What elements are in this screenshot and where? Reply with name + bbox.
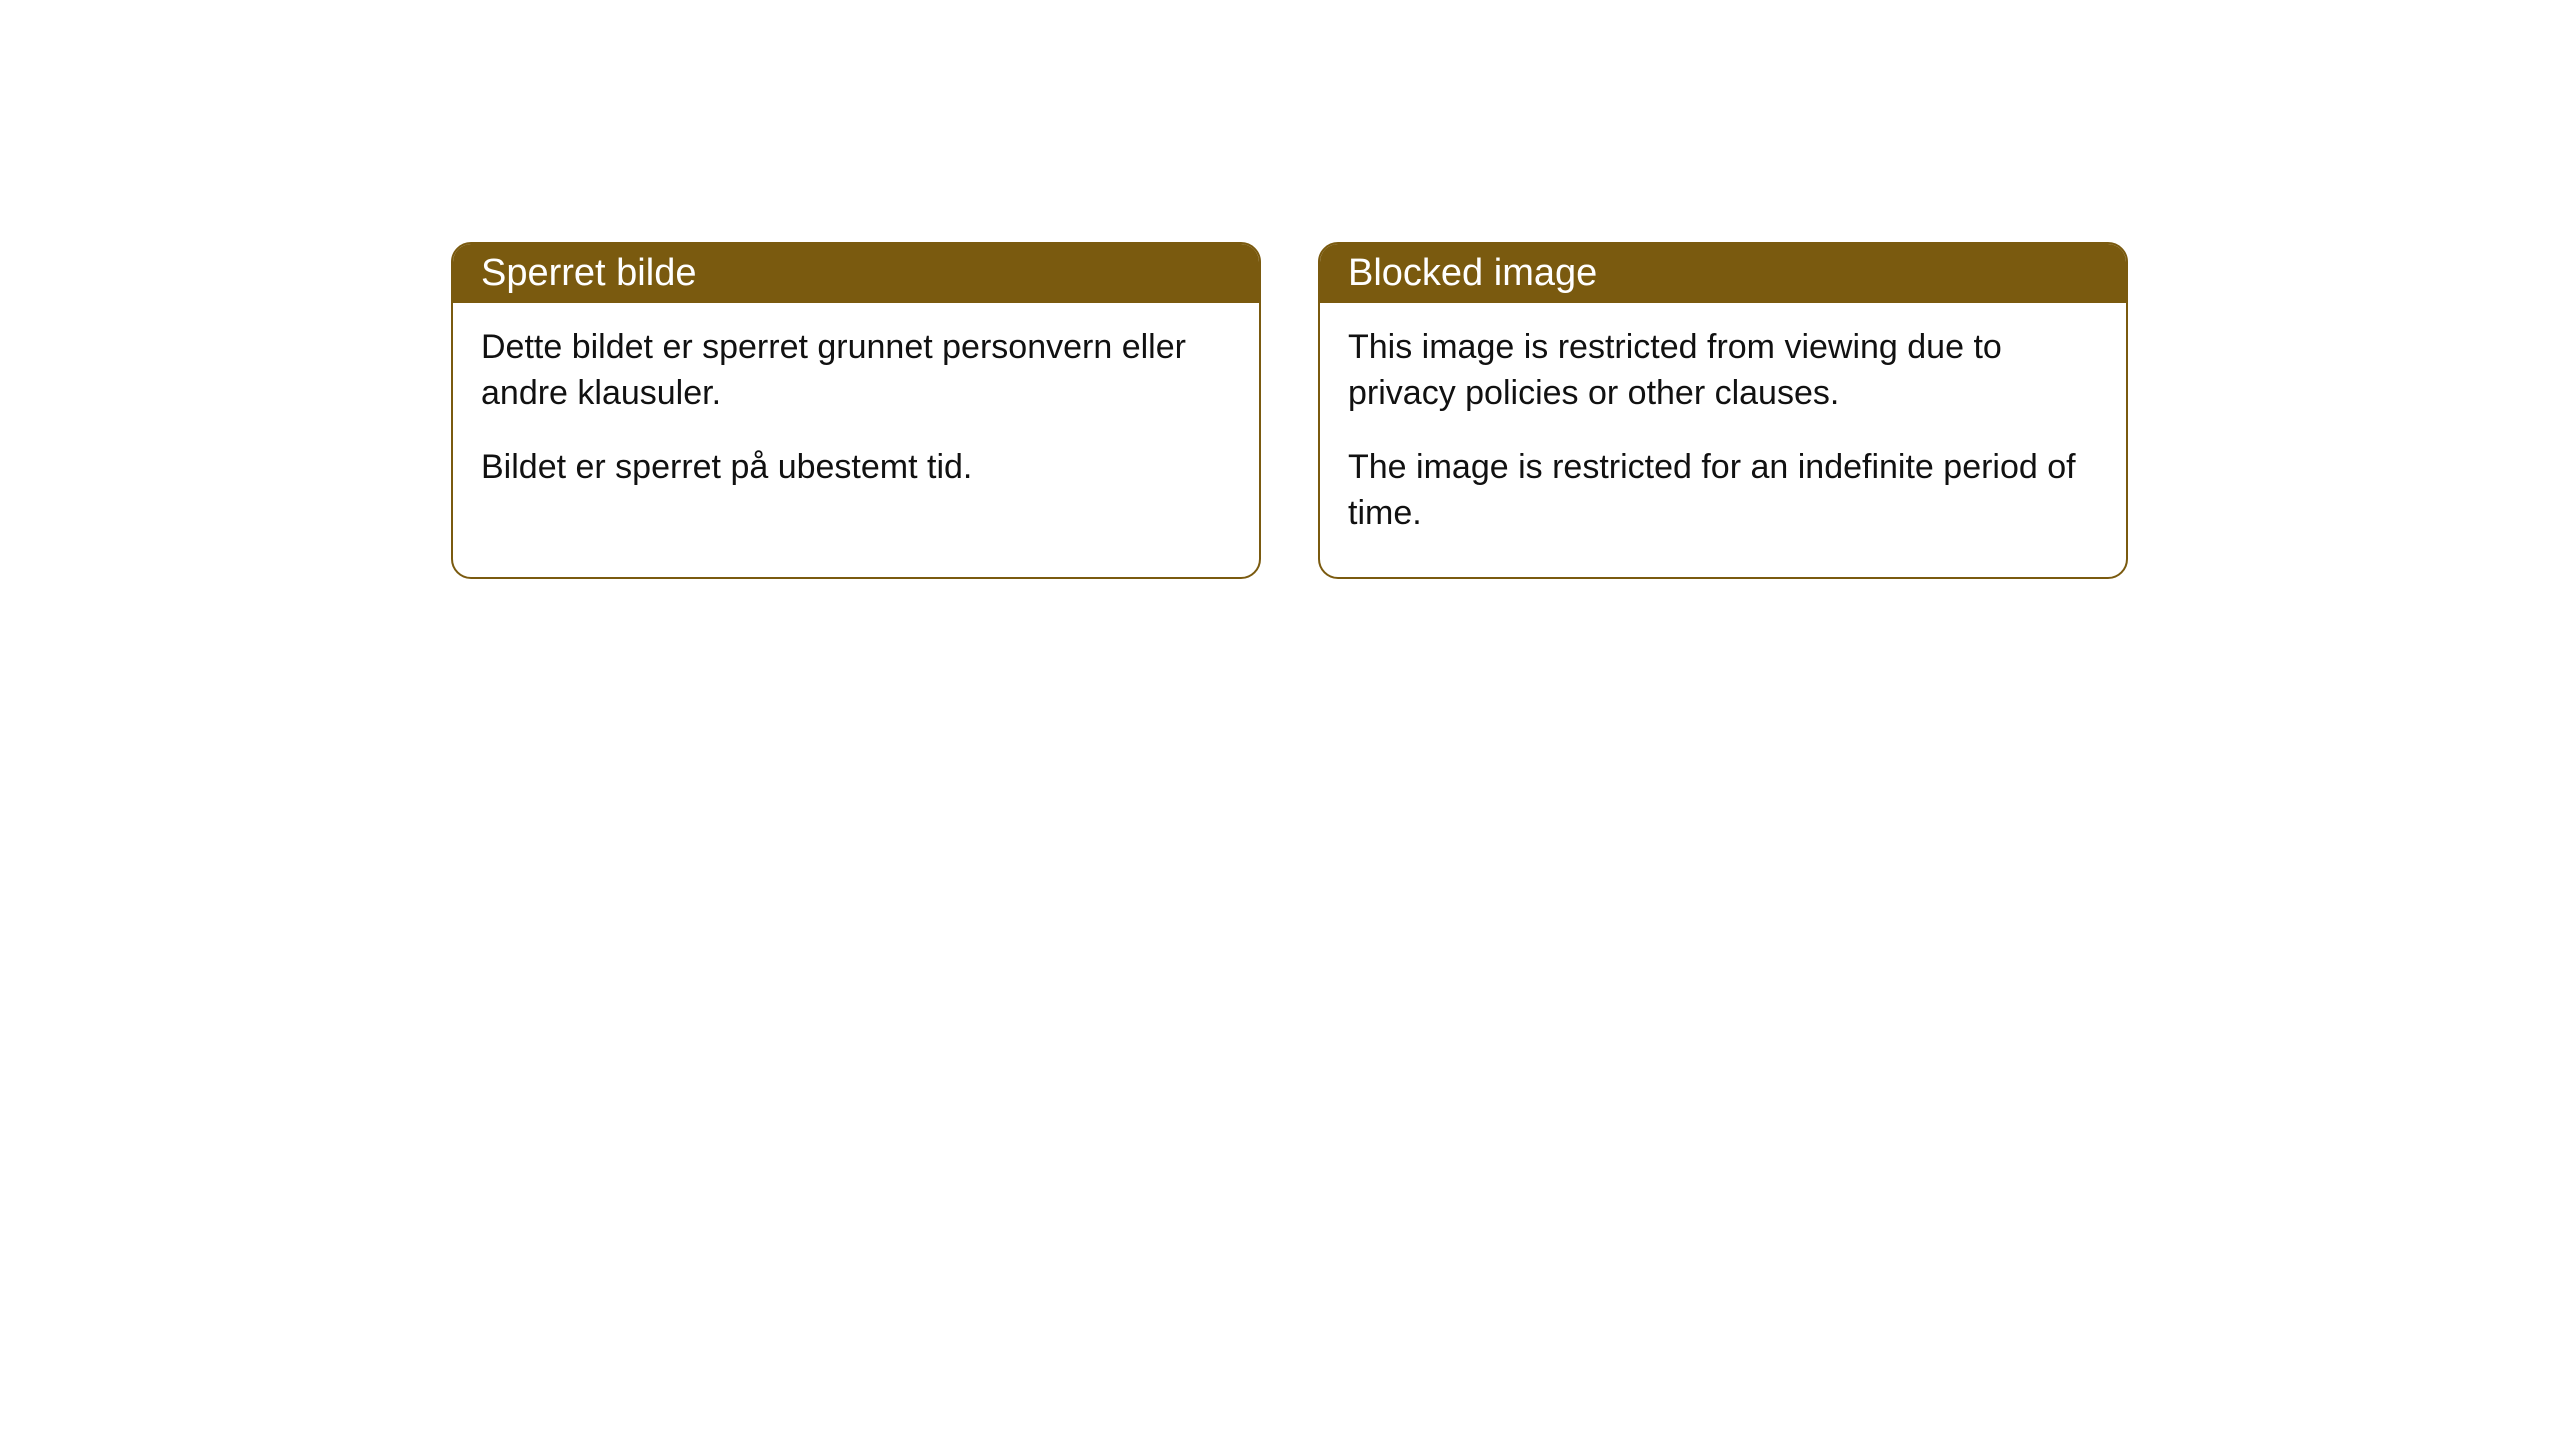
card-paragraph: Bildet er sperret på ubestemt tid. [481, 445, 1231, 491]
card-english: Blocked image This image is restricted f… [1318, 242, 2128, 579]
card-norwegian: Sperret bilde Dette bildet er sperret gr… [451, 242, 1261, 579]
card-paragraph: This image is restricted from viewing du… [1348, 325, 2098, 417]
card-header-norwegian: Sperret bilde [453, 244, 1259, 303]
card-body-english: This image is restricted from viewing du… [1320, 303, 2126, 577]
card-header-english: Blocked image [1320, 244, 2126, 303]
card-paragraph: Dette bildet er sperret grunnet personve… [481, 325, 1231, 417]
card-title: Blocked image [1348, 252, 1597, 294]
card-body-norwegian: Dette bildet er sperret grunnet personve… [453, 303, 1259, 531]
card-paragraph: The image is restricted for an indefinit… [1348, 445, 2098, 537]
card-title: Sperret bilde [481, 252, 696, 294]
notice-cards-container: Sperret bilde Dette bildet er sperret gr… [451, 242, 2128, 579]
